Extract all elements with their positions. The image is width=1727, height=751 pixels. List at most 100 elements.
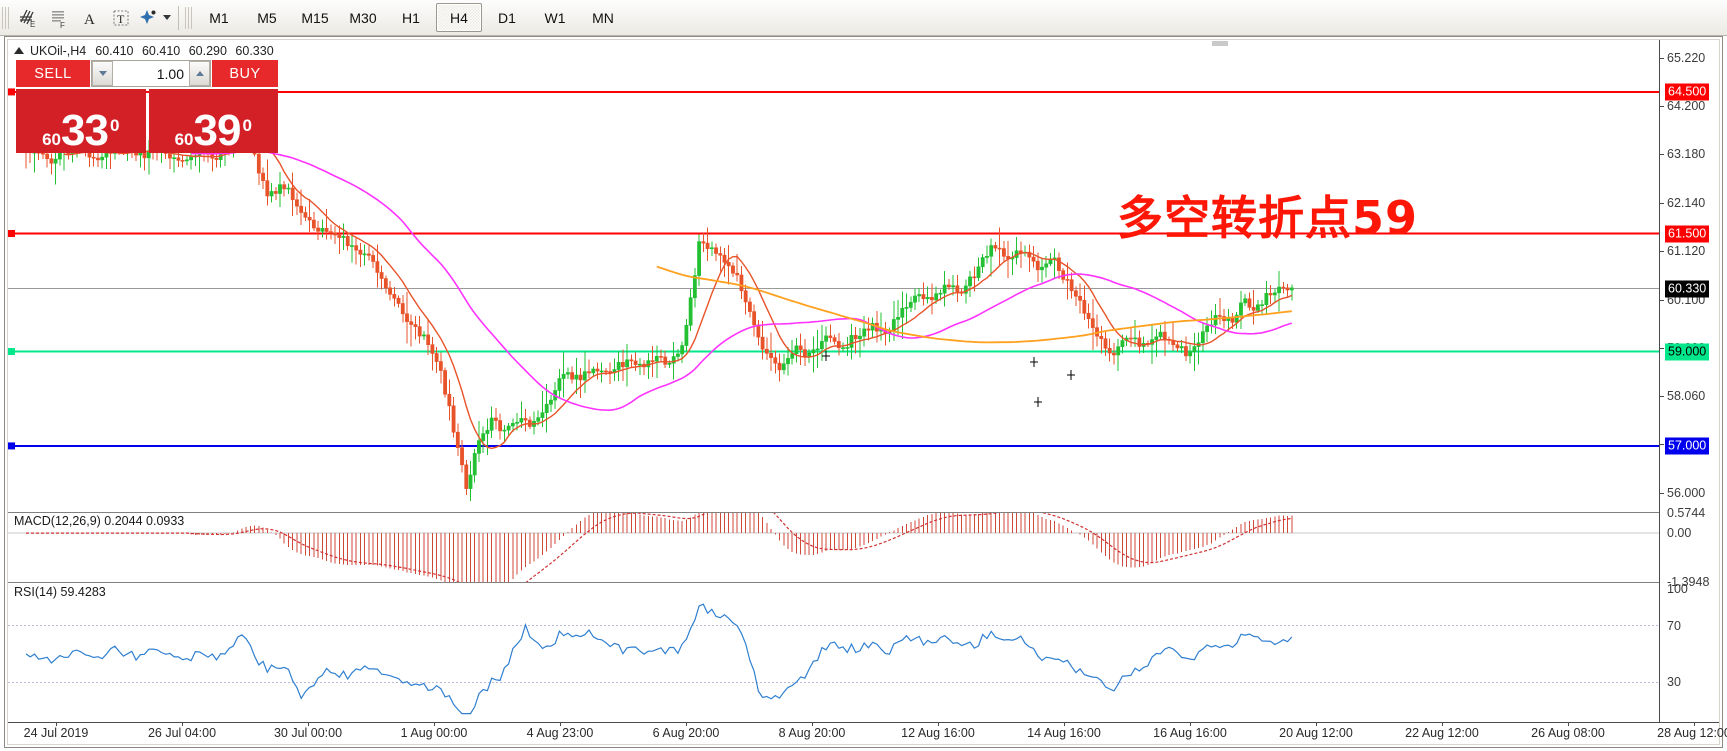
time-tick — [1442, 722, 1443, 726]
volume-input[interactable]: 1.00 — [113, 61, 189, 86]
time-tick — [1316, 722, 1317, 726]
volume-decrement-button[interactable] — [92, 61, 113, 86]
time-tick — [686, 722, 687, 726]
price-tick — [1659, 203, 1664, 205]
price-tick-label: 61.120 — [1667, 244, 1706, 259]
chart-scroll-handle[interactable] — [1212, 41, 1228, 46]
chart-symbol-header: UKOil-,H4 60.410 60.410 60.290 60.330 — [14, 42, 279, 59]
time-tick-label: 1 Aug 00:00 — [400, 726, 468, 740]
svg-text:T: T — [117, 12, 125, 26]
ohlc-close: 60.330 — [235, 43, 274, 58]
time-tick — [1190, 722, 1191, 726]
time-tick — [938, 722, 939, 726]
time-tick — [812, 722, 813, 726]
price-tick-label: 63.180 — [1667, 147, 1706, 162]
symbol-label: UKOil-,H4 — [30, 43, 87, 58]
price-tick — [1659, 395, 1664, 397]
sell-price-pips: 33 — [61, 105, 109, 153]
time-tick-label: 24 Jul 2019 — [23, 726, 89, 740]
price-tick-label: 58.060 — [1667, 388, 1706, 403]
text-label-tool-icon[interactable]: T — [105, 3, 136, 32]
timeframe-mn[interactable]: MN — [592, 9, 614, 26]
sell-price-big-figure: 60 — [42, 129, 61, 149]
macd-pane[interactable] — [8, 513, 1719, 582]
time-tick — [1694, 722, 1695, 726]
objects-dropdown-icon[interactable] — [160, 3, 174, 32]
price-scale[interactable]: 65.22064.20063.18062.14061.12060.10059.0… — [1659, 40, 1719, 744]
volume-stepper[interactable]: 1.00 — [91, 60, 211, 87]
price-tick-label: 65.220 — [1667, 50, 1706, 65]
timeframe-m1[interactable]: M1 — [209, 9, 229, 26]
price-level-badge[interactable]: 60.330 — [1665, 280, 1710, 298]
time-tick — [308, 722, 309, 726]
price-tick — [1659, 444, 1664, 446]
price-level-badge[interactable]: 59.000 — [1665, 343, 1710, 361]
price-level-badge[interactable]: 57.000 — [1665, 437, 1710, 455]
collapse-triangle-icon[interactable] — [14, 47, 24, 54]
timeframe-m15[interactable]: M15 — [301, 9, 329, 26]
timeframe-h4[interactable]: H4 — [436, 3, 482, 32]
price-tick — [1659, 251, 1664, 253]
rsi-tick-label: 30 — [1667, 675, 1681, 690]
time-tick-label: 14 Aug 16:00 — [1027, 726, 1101, 740]
price-tick — [1659, 154, 1664, 156]
timeframe-toolbar-grip[interactable] — [185, 6, 192, 29]
expert-advisors-icon[interactable]: E — [12, 3, 43, 32]
pane-separator-rsi — [8, 582, 1719, 583]
time-tick-label: 8 Aug 20:00 — [778, 726, 846, 740]
sell-price-quote[interactable]: 60 33 0 — [16, 89, 146, 153]
sell-button[interactable]: SELL — [16, 60, 90, 87]
macd-plot — [8, 513, 1659, 582]
macd-indicator-label: MACD(12,26,9) 0.2044 0.0933 — [14, 514, 185, 528]
time-tick-label: 4 Aug 23:00 — [526, 726, 594, 740]
buy-button[interactable]: BUY — [212, 60, 278, 87]
price-tick — [1659, 299, 1664, 301]
time-tick — [1064, 722, 1065, 726]
time-tick-label: 28 Aug 12:00 — [1657, 726, 1727, 740]
rsi-indicator-label: RSI(14) 59.4283 — [14, 585, 106, 599]
chart-window[interactable]: UKOil-,H4 60.410 60.410 60.290 60.330 SE… — [4, 36, 1727, 748]
svg-text:A: A — [84, 12, 95, 28]
time-axis[interactable]: 24 Jul 2019 26 Jul 04:00 30 Jul 00:00 1 Aug… — [8, 722, 1727, 744]
one-click-trading-controls: SELL 1.00 BUY — [16, 60, 278, 87]
rsi-plot — [8, 603, 1659, 715]
timeframe-m5[interactable]: M5 — [257, 9, 277, 26]
timeframe-d1[interactable]: D1 — [498, 9, 516, 26]
price-tick — [1659, 347, 1664, 349]
rsi-tick-label: 70 — [1667, 618, 1681, 633]
timeframe-h1[interactable]: H1 — [402, 9, 420, 26]
time-tick — [560, 722, 561, 726]
timeframe-w1[interactable]: W1 — [544, 9, 566, 26]
price-level-badge[interactable]: 61.500 — [1665, 225, 1710, 243]
timeframe-m30[interactable]: M30 — [349, 9, 377, 26]
buy-price-pips: 39 — [193, 105, 242, 153]
macd-tick-label: 0.5744 — [1667, 506, 1706, 520]
price-tick — [1659, 493, 1664, 495]
volume-increment-button[interactable] — [189, 61, 210, 86]
macd-tick-label: -1.3948 — [1667, 575, 1710, 589]
rsi-tick-label: 100 — [1667, 582, 1688, 596]
buy-price-fraction: 0 — [242, 115, 252, 135]
one-click-trading-panel[interactable]: SELL 1.00 BUY 60 33 0 — [16, 60, 278, 157]
price-level-badge[interactable]: 64.500 — [1665, 83, 1710, 101]
buy-price-big-figure: 60 — [174, 129, 194, 149]
pane-separator-macd — [8, 512, 1719, 513]
time-tick-label: 22 Aug 12:00 — [1405, 726, 1479, 740]
svg-text:E: E — [30, 20, 35, 29]
chevron-up-icon — [195, 71, 204, 76]
chart-annotation-text[interactable]: 多空转折点59 — [1117, 191, 1419, 245]
chart-canvas[interactable]: UKOil-,H4 60.410 60.410 60.290 60.330 SE… — [7, 39, 1727, 745]
time-tick — [56, 722, 57, 726]
time-tick-label: 26 Jul 04:00 — [147, 726, 217, 740]
macd-tick-label: 0.00 — [1667, 526, 1692, 541]
chevron-down-icon — [98, 71, 107, 76]
rsi-pane[interactable] — [8, 583, 1719, 725]
objects-tool-icon[interactable] — [136, 3, 160, 32]
toolbar-grip[interactable] — [2, 6, 9, 29]
price-tick-label: 62.140 — [1667, 196, 1706, 211]
text-tool-icon[interactable]: A — [74, 3, 105, 32]
time-tick-label: 26 Aug 08:00 — [1531, 726, 1605, 740]
buy-price-quote[interactable]: 60 39 0 — [148, 89, 278, 153]
indicators-list-icon[interactable]: F — [43, 3, 74, 32]
